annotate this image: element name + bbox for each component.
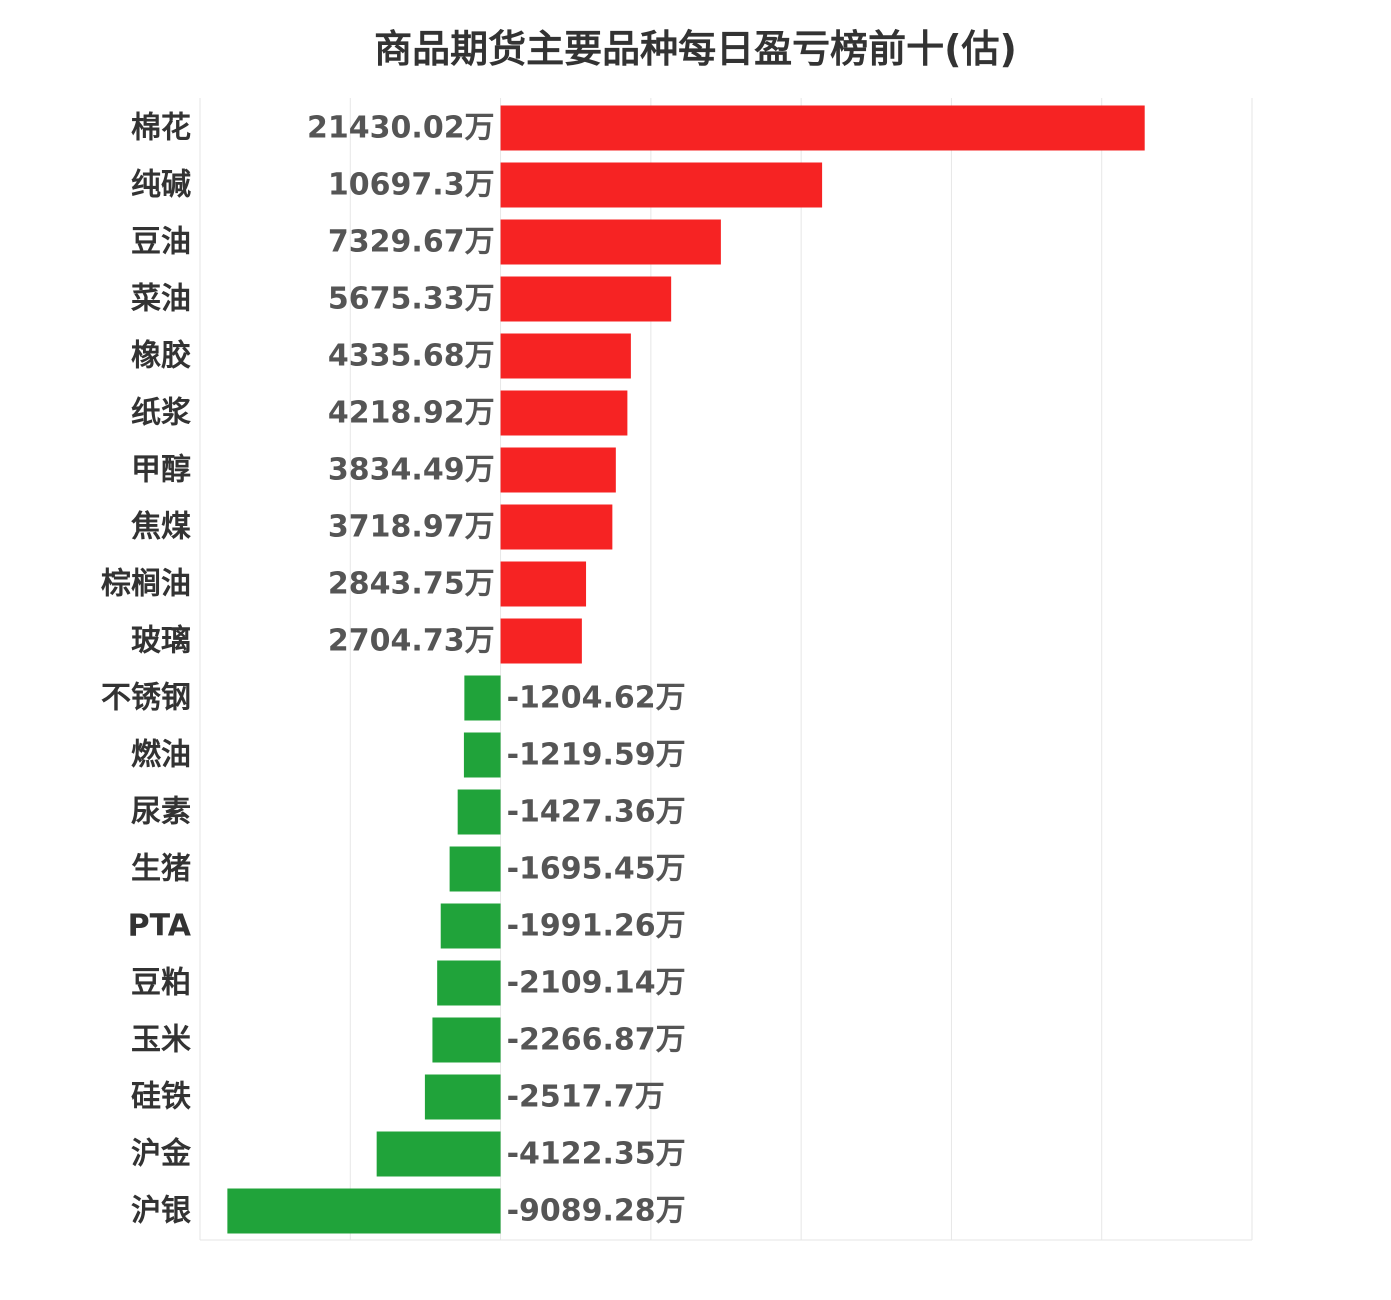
category-label: PTA <box>128 909 192 944</box>
value-label: -2109.14万 <box>507 966 686 1001</box>
value-label: 3834.49万 <box>328 453 495 488</box>
category-label: 玉米 <box>131 1023 191 1058</box>
category-label: 豆粕 <box>131 966 191 1001</box>
category-label: 沪银 <box>131 1194 191 1229</box>
category-label: 沪金 <box>131 1137 192 1172</box>
bar <box>376 1131 501 1177</box>
value-label: 2843.75万 <box>328 567 495 602</box>
bar <box>464 675 501 721</box>
value-label: 5675.33万 <box>328 282 495 317</box>
category-label: 生猪 <box>131 852 191 887</box>
category-label: 橡胶 <box>131 339 191 374</box>
bar <box>500 390 628 436</box>
category-label: 豆油 <box>131 225 191 260</box>
chart-title: 商品期货主要品种每日盈亏榜前十(估) <box>374 27 1017 71</box>
category-label: 棉花 <box>131 111 191 146</box>
category-label: 玻璃 <box>131 624 191 659</box>
value-label: -2517.7万 <box>507 1080 665 1115</box>
value-label: -1219.59万 <box>507 738 686 773</box>
bar <box>500 162 823 208</box>
value-label: -2266.87万 <box>507 1023 686 1058</box>
category-label: 菜油 <box>131 282 191 317</box>
bar <box>500 618 582 664</box>
value-label: -9089.28万 <box>507 1194 686 1229</box>
bar <box>500 504 613 550</box>
bar <box>500 447 616 493</box>
category-label: 尿素 <box>131 795 191 830</box>
category-label: 甲醇 <box>131 453 191 488</box>
value-label: 4218.92万 <box>328 396 495 431</box>
value-label: -4122.35万 <box>507 1137 686 1172</box>
value-label: -1695.45万 <box>507 852 686 887</box>
value-label: 3718.97万 <box>328 510 495 545</box>
value-label: 4335.68万 <box>328 339 495 374</box>
value-label: 2704.73万 <box>328 624 495 659</box>
category-label: 纯碱 <box>131 168 191 203</box>
bar <box>463 732 501 778</box>
category-label: 焦煤 <box>131 510 191 545</box>
bar <box>500 219 721 265</box>
value-label: -1204.62万 <box>507 681 686 716</box>
category-label: 纸浆 <box>131 396 191 431</box>
bar <box>500 561 587 607</box>
category-label: 硅铁 <box>131 1080 191 1115</box>
category-label: 棕榈油 <box>101 567 191 602</box>
category-label: 燃油 <box>131 738 191 773</box>
bar <box>440 903 501 949</box>
value-label: -1991.26万 <box>507 909 686 944</box>
bar <box>457 789 501 835</box>
bar <box>449 846 501 892</box>
value-label: 7329.67万 <box>328 225 495 260</box>
category-label: 不锈钢 <box>101 681 191 716</box>
bar <box>500 105 1145 151</box>
bar <box>437 960 501 1006</box>
value-label: 10697.3万 <box>328 168 495 203</box>
bar <box>500 333 631 379</box>
bar <box>500 276 672 322</box>
value-label: 21430.02万 <box>307 111 495 146</box>
bar <box>227 1188 501 1234</box>
value-label: -1427.36万 <box>507 795 686 830</box>
bar <box>432 1017 501 1063</box>
bar <box>424 1074 501 1120</box>
